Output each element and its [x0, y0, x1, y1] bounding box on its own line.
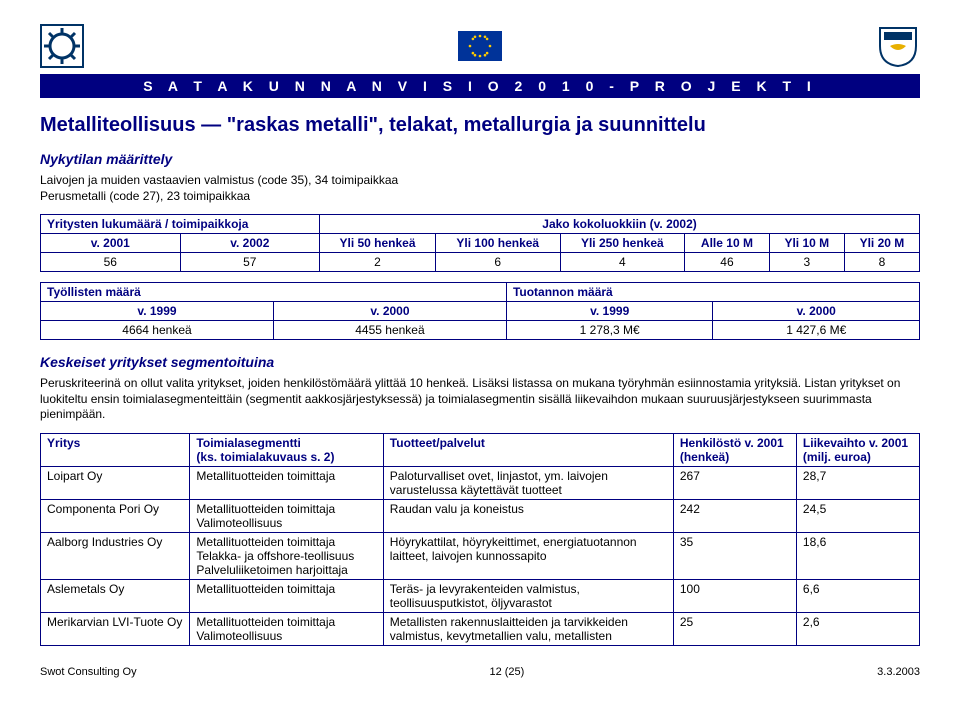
- table-cell: Raudan valu ja koneistus: [383, 499, 673, 532]
- intro-text: Laivojen ja muiden vastaavien valmistus …: [40, 173, 920, 204]
- t1-cell: 8: [844, 253, 919, 272]
- t1-cell: 56: [41, 253, 181, 272]
- table-row: Aalborg Industries OyMetallituotteiden t…: [41, 532, 920, 579]
- table-cell: 267: [673, 466, 796, 499]
- comp-h1: Yritys: [41, 433, 190, 466]
- eu-flag-icon: [458, 31, 502, 61]
- t2-col: v. 2000: [273, 302, 506, 321]
- table-cell: 24,5: [796, 499, 919, 532]
- t1-col: Yli 100 henkeä: [435, 234, 560, 253]
- t2-col: v. 1999: [506, 302, 713, 321]
- section-heading-current-state: Nykytilan määrittely: [40, 151, 920, 167]
- table-cell: Aslemetals Oy: [41, 579, 190, 612]
- project-banner: S A T A K U N N A N V I S I O 2 0 1 0 - …: [40, 74, 920, 98]
- t1-cell: 2: [320, 253, 436, 272]
- t1-col: v. 2002: [180, 234, 320, 253]
- intro-line-1: Laivojen ja muiden vastaavien valmistus …: [40, 173, 398, 187]
- t1-col: Yli 10 M: [769, 234, 844, 253]
- table-row: Merikarvian LVI-Tuote OyMetallituotteide…: [41, 612, 920, 645]
- table-cell: 35: [673, 532, 796, 579]
- table-cell: Paloturvalliset ovet, linjastot, ym. lai…: [383, 466, 673, 499]
- table-row: Loipart OyMetallituotteiden toimittajaPa…: [41, 466, 920, 499]
- t2-cell: 1 278,3 M€: [506, 321, 713, 340]
- table-cell: Metallituotteiden toimittaja: [190, 466, 383, 499]
- table-cell: 25: [673, 612, 796, 645]
- t2-cell: 4455 henkeä: [273, 321, 506, 340]
- company-count-table: Yritysten lukumäärä / toimipaikkoja Jako…: [40, 214, 920, 272]
- table-row: Aslemetals OyMetallituotteiden toimittaj…: [41, 579, 920, 612]
- footer-right: 3.3.2003: [877, 666, 920, 678]
- t2-col: v. 1999: [41, 302, 274, 321]
- header-logos: [40, 24, 920, 68]
- table-cell: 18,6: [796, 532, 919, 579]
- t2-col: v. 2000: [713, 302, 920, 321]
- table-cell: Metallisten rakennuslaitteiden ja tarvik…: [383, 612, 673, 645]
- t1-cell: 3: [769, 253, 844, 272]
- table-cell: Teräs- ja levyrakenteiden valmistus, teo…: [383, 579, 673, 612]
- table-cell: Loipart Oy: [41, 466, 190, 499]
- table-cell: Metallituotteiden toimittaja Valimoteoll…: [190, 499, 383, 532]
- table-cell: 28,7: [796, 466, 919, 499]
- t2-cell: 4664 henkeä: [41, 321, 274, 340]
- t1-cell: 4: [560, 253, 685, 272]
- table-cell: 242: [673, 499, 796, 532]
- table-cell: Componenta Pori Oy: [41, 499, 190, 532]
- employment-production-table: Työllisten määrä Tuotannon määrä v. 1999…: [40, 282, 920, 340]
- table-cell: Höyrykattilat, höyrykeittimet, energiatu…: [383, 532, 673, 579]
- page-title: Metalliteollisuus — "raskas metalli", te…: [40, 114, 920, 137]
- t1-col: Yli 250 henkeä: [560, 234, 685, 253]
- footer-left: Swot Consulting Oy: [40, 666, 137, 678]
- table-cell: 2,6: [796, 612, 919, 645]
- t2-header-left: Työllisten määrä: [41, 283, 507, 302]
- t1-col: Yli 20 M: [844, 234, 919, 253]
- t1-cell: 57: [180, 253, 320, 272]
- t2-cell: 1 427,6 M€: [713, 321, 920, 340]
- table-cell: Aalborg Industries Oy: [41, 532, 190, 579]
- comp-h4: Henkilöstö v. 2001 (henkeä): [673, 433, 796, 466]
- t1-header-right: Jako kokoluokkiin (v. 2002): [320, 215, 920, 234]
- comp-h3: Tuotteet/palvelut: [383, 433, 673, 466]
- page-footer: Swot Consulting Oy 12 (25) 3.3.2003: [40, 666, 920, 678]
- table-cell: 6,6: [796, 579, 919, 612]
- table-row: Componenta Pori OyMetallituotteiden toim…: [41, 499, 920, 532]
- table-cell: Merikarvian LVI-Tuote Oy: [41, 612, 190, 645]
- table-cell: Metallituotteiden toimittaja Valimoteoll…: [190, 612, 383, 645]
- companies-table: Yritys Toimialasegmentti (ks. toimialaku…: [40, 433, 920, 646]
- footer-center: 12 (25): [489, 666, 524, 678]
- t1-col: v. 2001: [41, 234, 181, 253]
- t2-header-right: Tuotannon määrä: [506, 283, 919, 302]
- t1-header-left: Yritysten lukumäärä / toimipaikkoja: [41, 215, 320, 234]
- comp-h2: Toimialasegmentti (ks. toimialakuvaus s.…: [190, 433, 383, 466]
- segment-description: Peruskriteerinä on ollut valita yritykse…: [40, 376, 920, 423]
- t1-col: Alle 10 M: [685, 234, 770, 253]
- table-cell: 100: [673, 579, 796, 612]
- table-cell: Metallituotteiden toimittaja: [190, 579, 383, 612]
- section-heading-key-companies: Keskeiset yritykset segmentoituina: [40, 354, 920, 370]
- t1-cell: 6: [435, 253, 560, 272]
- gear-logo-icon: [40, 24, 84, 68]
- intro-line-2: Perusmetalli (code 27), 23 toimipaikkaa: [40, 189, 250, 203]
- table-cell: Metallituotteiden toimittaja Telakka- ja…: [190, 532, 383, 579]
- shield-logo-icon: [876, 24, 920, 68]
- comp-h5: Liikevaihto v. 2001 (milj. euroa): [796, 433, 919, 466]
- t1-cell: 46: [685, 253, 770, 272]
- t1-col: Yli 50 henkeä: [320, 234, 436, 253]
